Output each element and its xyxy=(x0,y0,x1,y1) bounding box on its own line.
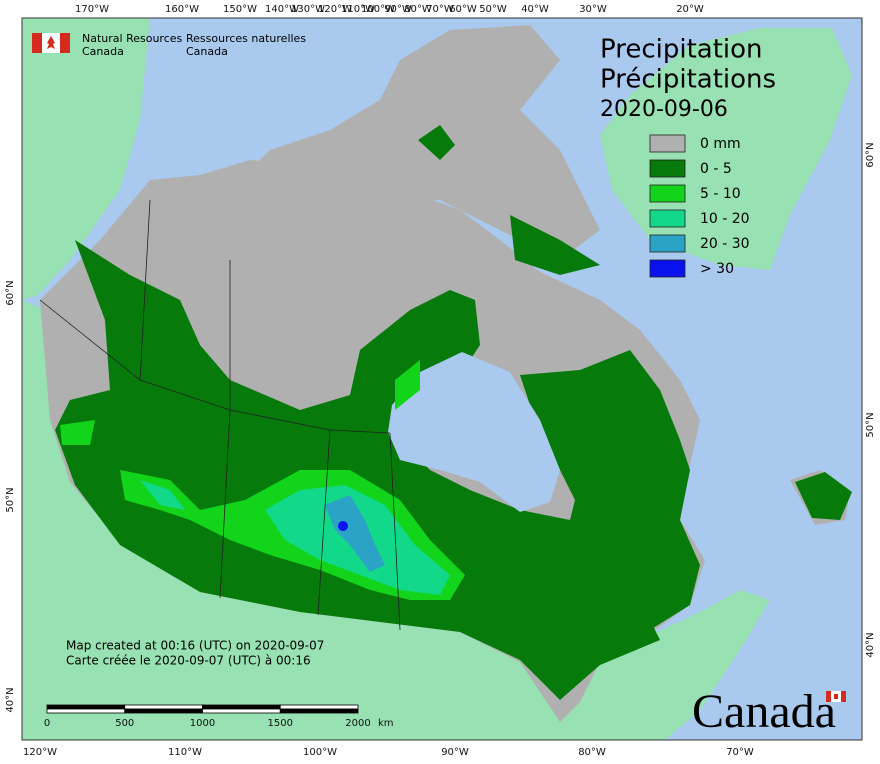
province-borders xyxy=(39,199,401,631)
scale-label: 1500 xyxy=(268,718,293,729)
agency-fr: Canada xyxy=(186,45,228,58)
scale-segment xyxy=(202,704,281,710)
left-lat-label: 60°N xyxy=(5,280,16,305)
flag-bar xyxy=(826,691,831,702)
title-fr: Précipitations xyxy=(600,65,776,95)
scale-segment xyxy=(46,708,126,714)
border-ab xyxy=(219,260,231,599)
legend-label: > 30 xyxy=(700,261,734,277)
wordmark: Canada xyxy=(692,685,836,738)
scale-label: 500 xyxy=(115,718,134,729)
nrcan-logo xyxy=(32,33,70,53)
top-lon-label: 170°W xyxy=(75,4,109,15)
scale-segment xyxy=(279,708,359,714)
left-lat-label: 40°N xyxy=(5,687,16,712)
bottom-lon-label: 110°W xyxy=(168,747,202,758)
top-lon-label: 30°W xyxy=(579,4,607,15)
top-lon-label: 50°W xyxy=(479,4,507,15)
title-en: Precipitation xyxy=(600,35,763,65)
map-body xyxy=(22,18,862,740)
top-lon-label: 80°W xyxy=(404,4,432,15)
top-lon-label: 60°W xyxy=(449,4,477,15)
zone-over-30 xyxy=(338,521,348,531)
hudson-bay xyxy=(388,352,560,512)
legend-swatch xyxy=(649,134,686,153)
scale-segment xyxy=(279,704,359,710)
border-sk xyxy=(317,429,331,616)
agency-en: Natural Resources xyxy=(82,32,183,45)
usa xyxy=(22,300,770,740)
bottom-lon-label: 80°W xyxy=(578,747,606,758)
green-nfld xyxy=(795,472,852,520)
flag-bar xyxy=(32,33,42,53)
top-lon-label: 20°W xyxy=(676,4,704,15)
legend-label: 0 - 5 xyxy=(700,161,732,177)
bottom-lon-label: 70°W xyxy=(726,747,754,758)
agency-fr: Ressources naturelles xyxy=(186,32,306,45)
map-date: 2020-09-06 xyxy=(600,97,728,122)
bottom-lon-label: 100°W xyxy=(303,747,337,758)
top-lon-label: 140°W xyxy=(265,4,299,15)
green-west xyxy=(55,240,660,700)
bottom-lon-label: 120°W xyxy=(23,747,57,758)
wordmark-flag xyxy=(826,691,846,702)
zone-20-30 xyxy=(325,495,385,572)
note: Map created at 00:16 (UTC) on 2020-09-07 xyxy=(66,639,324,653)
maple-leaf xyxy=(47,36,55,49)
scale-label: 2000 xyxy=(345,718,370,729)
top-lon-label: 100°W xyxy=(361,4,395,15)
maple-leaf xyxy=(834,694,838,699)
bottom-lon-label: 90°W xyxy=(441,747,469,758)
top-lon-label: 150°W xyxy=(223,4,257,15)
legend-label: 0 mm xyxy=(700,136,741,152)
legend-label: 10 - 20 xyxy=(700,211,750,227)
legend-swatch xyxy=(649,184,686,203)
agency-en: Canada xyxy=(82,45,124,58)
scale-label: 0 xyxy=(44,718,50,729)
map-frame xyxy=(21,17,863,741)
scale-segment xyxy=(202,708,281,714)
left-lat-label: 50°N xyxy=(5,487,16,512)
note: Carte créée le 2020-09-07 (UTC) à 00:16 xyxy=(66,654,311,668)
green-islands xyxy=(510,215,600,275)
scale-unit: km xyxy=(378,718,394,729)
right-lat-label: 40°N xyxy=(865,632,876,657)
top-lon-label: 160°W xyxy=(165,4,199,15)
top-lon-label: 40°W xyxy=(521,4,549,15)
alaska xyxy=(22,18,150,300)
arctic-islands xyxy=(230,25,600,260)
border-mb xyxy=(389,432,401,631)
top-lon-label: 110°W xyxy=(341,4,375,15)
top-lon-label: 120°W xyxy=(318,4,352,15)
scale-segment xyxy=(124,708,203,714)
top-lon-label: 90°W xyxy=(384,4,412,15)
right-lat-label: 60°N xyxy=(865,142,876,167)
greenland xyxy=(600,28,852,270)
legend-swatch xyxy=(649,234,686,253)
top-lon-label: 70°W xyxy=(426,4,454,15)
legend-swatch xyxy=(649,209,686,228)
legend-label: 20 - 30 xyxy=(700,236,750,252)
border-yk xyxy=(139,199,151,381)
scale-segment xyxy=(46,704,126,710)
scale-segment xyxy=(124,704,203,710)
legend-swatch xyxy=(649,259,686,278)
top-lon-label: 130°W xyxy=(291,4,325,15)
flag-bar xyxy=(60,33,70,53)
green-greenland-isl xyxy=(418,125,455,160)
legend-label: 5 - 10 xyxy=(700,186,741,202)
legend-swatch xyxy=(649,159,686,178)
green-east xyxy=(520,350,700,640)
right-lat-label: 50°N xyxy=(865,412,876,437)
flag-bar xyxy=(841,691,846,702)
scale-label: 1000 xyxy=(190,718,215,729)
